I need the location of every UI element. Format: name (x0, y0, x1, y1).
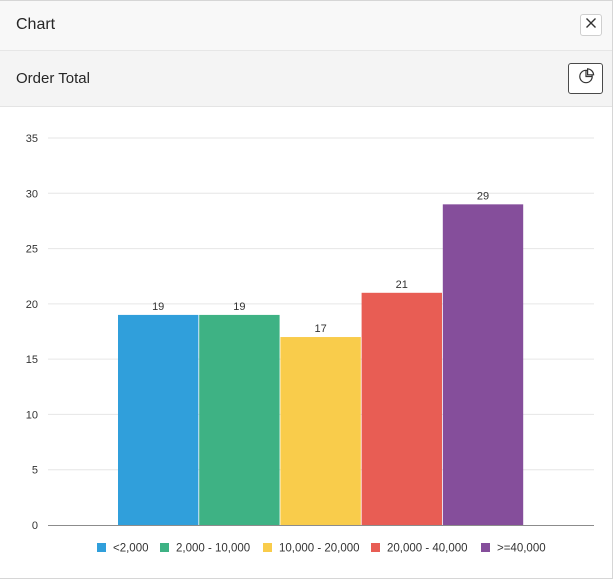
close-icon (585, 16, 597, 34)
legend-label[interactable]: >=40,000 (497, 543, 546, 555)
bar[interactable] (361, 292, 442, 525)
y-tick-label: 15 (26, 354, 38, 366)
close-button[interactable] (580, 14, 602, 36)
legend-swatch (263, 543, 272, 552)
bar[interactable] (280, 337, 361, 525)
bar-chart: 0 5 10 15 20 25 30 35 19 19 17 21 29 <2,000 2,000 - 10… (26, 133, 594, 555)
bar[interactable] (199, 314, 280, 525)
data-label: 17 (314, 323, 326, 335)
legend-swatch (160, 543, 169, 552)
legend-label[interactable]: 20,000 - 40,000 (387, 543, 468, 555)
y-tick-label: 10 (26, 409, 38, 421)
dialog-titlebar: Chart (0, 1, 612, 51)
data-label: 19 (233, 301, 245, 313)
data-label: 21 (396, 279, 408, 291)
legend-label[interactable]: 10,000 - 20,000 (279, 543, 360, 555)
y-tick-label: 30 (26, 188, 38, 200)
legend-label[interactable]: <2,000 (113, 543, 149, 555)
chart-header: Order Total (0, 51, 612, 107)
y-tick-label: 35 (26, 133, 38, 145)
pie-chart-icon (577, 67, 595, 90)
legend-swatch (371, 543, 380, 552)
data-label: 29 (477, 190, 489, 202)
chart-area: 0 5 10 15 20 25 30 35 19 19 17 21 29 <2,000 2,000 - 10… (0, 108, 612, 578)
legend-label[interactable]: 2,000 - 10,000 (176, 543, 250, 555)
bar[interactable] (118, 314, 199, 525)
chart-type-button[interactable] (568, 63, 603, 94)
chart-title: Order Total (16, 70, 90, 87)
dialog-title: Chart (16, 16, 56, 33)
y-tick-label: 5 (32, 465, 38, 477)
y-tick-label: 25 (26, 244, 38, 256)
y-tick-label: 20 (26, 299, 38, 311)
bar[interactable] (442, 204, 524, 525)
legend-swatch (97, 543, 106, 552)
data-label: 19 (152, 301, 164, 313)
y-tick-label: 0 (32, 520, 38, 532)
legend-swatch (481, 543, 490, 552)
